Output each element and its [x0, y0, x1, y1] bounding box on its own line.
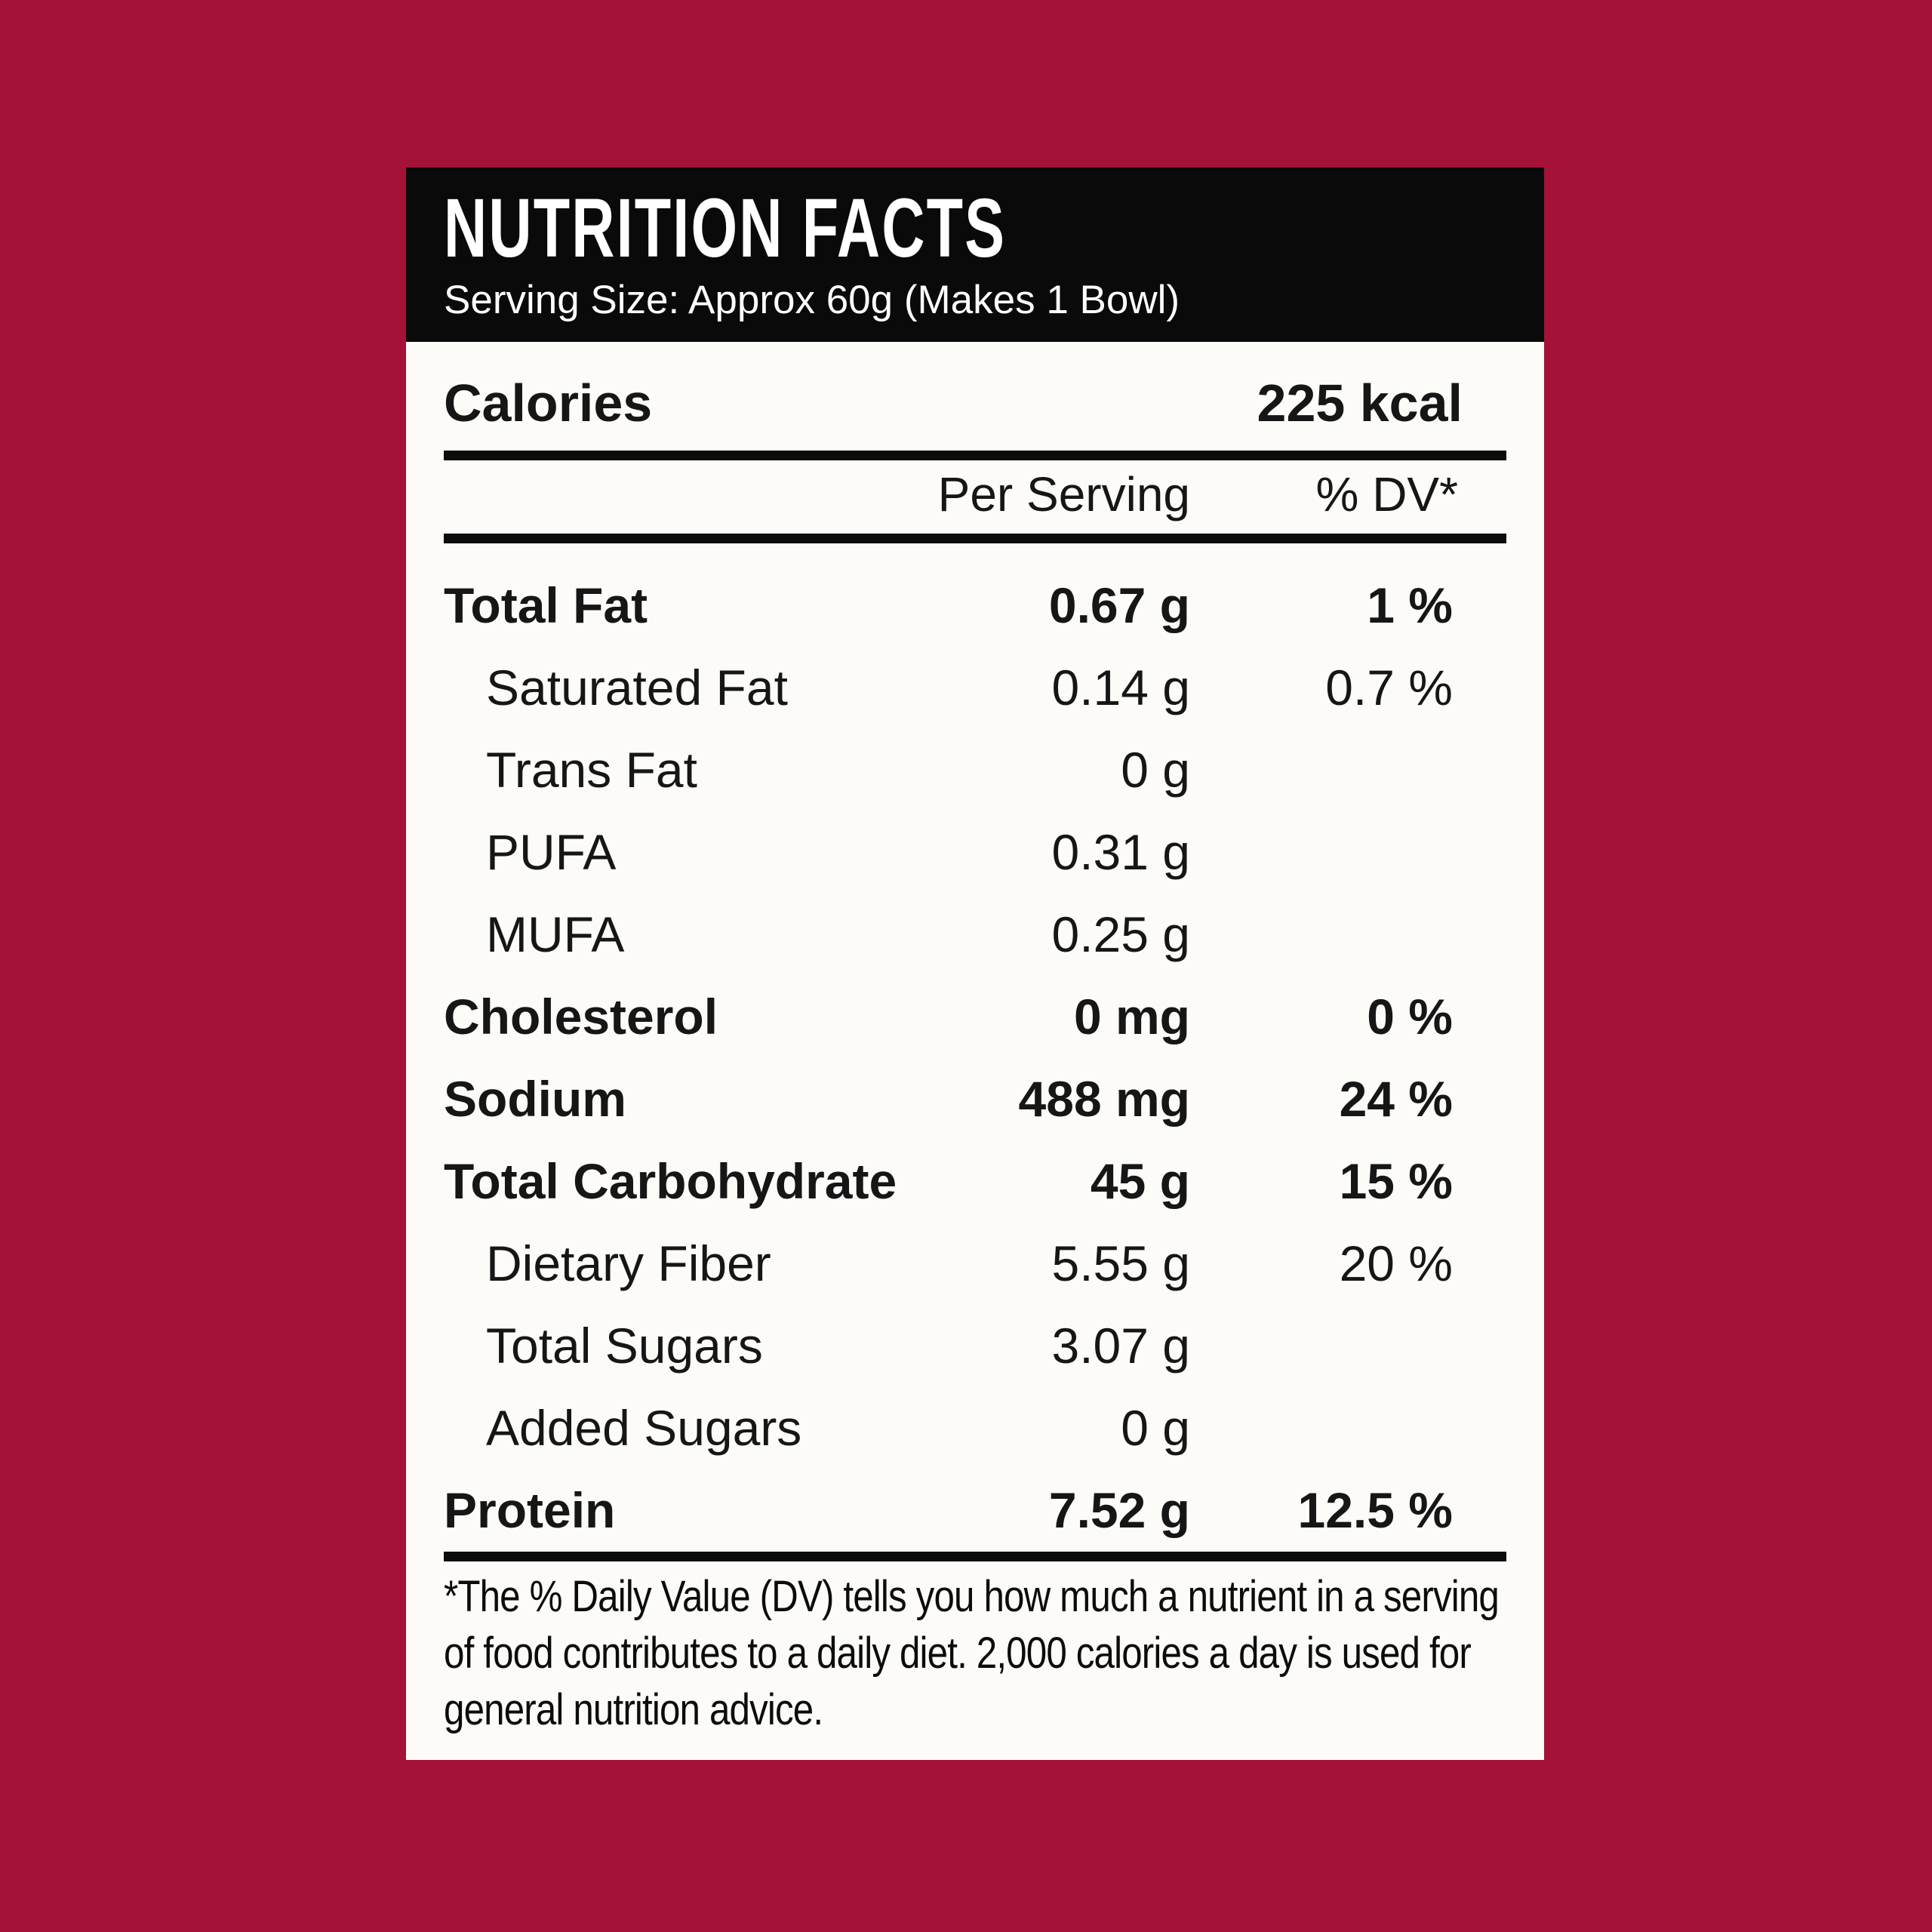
divider-above-columns: [444, 451, 1506, 460]
divider-below-columns: [444, 534, 1506, 543]
nutrient-row: Total Fat 0.67 g 1 %: [444, 565, 1506, 647]
nutrient-name: Total Fat: [444, 577, 648, 633]
nutrient-row: Cholesterol 0 mg 0 %: [444, 976, 1506, 1058]
nutrient-dv: 15 %: [1339, 1153, 1453, 1209]
nutrient-dv: 0.7 %: [1325, 660, 1453, 715]
nutrient-row: Added Sugars 0 g: [444, 1387, 1506, 1469]
nutrient-name: Dietary Fiber: [486, 1235, 771, 1291]
nutrient-name: MUFA: [486, 906, 625, 962]
nutrient-amount: 488 mg: [1018, 1071, 1190, 1127]
nutrient-amount: 0.14 g: [1051, 660, 1191, 715]
nutrient-amount: 0 g: [1121, 742, 1190, 798]
nutrient-name: Total Carbohydrate: [444, 1153, 897, 1209]
nutrient-dv: 12.5 %: [1297, 1482, 1453, 1538]
nutrient-amount: 0 mg: [1073, 989, 1190, 1044]
nutrient-dv: 20 %: [1339, 1235, 1453, 1291]
nutrient-name: Sodium: [444, 1071, 626, 1127]
nutrient-name: Total Sugars: [486, 1318, 763, 1374]
nutrient-row: Dietary Fiber 5.55 g 20 %: [444, 1223, 1506, 1305]
nutrient-name: PUFA: [486, 824, 617, 880]
column-header-dv: % DV*: [1315, 467, 1459, 521]
nutrient-amount: 45 g: [1090, 1153, 1190, 1209]
nutrient-row: PUFA 0.31 g: [444, 811, 1506, 894]
label-body: Calories 225 kcal Per Serving % DV* Tota…: [406, 371, 1544, 1738]
nutrient-amount: 7.52 g: [1048, 1482, 1190, 1538]
nutrient-name: Cholesterol: [444, 989, 718, 1044]
serving-size-text: Serving Size: Approx 60g (Makes 1 Bowl): [444, 278, 1180, 322]
nutrient-row: Total Carbohydrate 45 g 15 %: [444, 1140, 1506, 1223]
calories-row: Calories 225 kcal: [444, 371, 1506, 435]
footnote-container: *The % Daily Value (DV) tells you how mu…: [444, 1568, 1506, 1738]
nutrient-row: Trans Fat 0 g: [444, 729, 1506, 811]
divider-above-footnote: [444, 1552, 1506, 1561]
nutrient-dv: 0 %: [1367, 989, 1453, 1044]
nutrient-dv: 24 %: [1339, 1071, 1453, 1127]
nutrient-row: Total Sugars 3.07 g: [444, 1305, 1506, 1387]
label-header: NUTRITION FACTS Serving Size: Approx 60g…: [406, 168, 1544, 342]
nutrient-table: Total Fat 0.67 g 1 % Saturated Fat 0.14 …: [444, 543, 1506, 1552]
daily-value-footnote: *The % Daily Value (DV) tells you how mu…: [444, 1572, 1500, 1734]
nutrient-amount: 0.31 g: [1051, 824, 1191, 880]
nutrient-amount: 3.07 g: [1051, 1318, 1191, 1374]
column-header-per-serving: Per Serving: [937, 467, 1190, 521]
nutrient-name: Protein: [444, 1482, 616, 1538]
calories-value: 225 kcal: [1257, 374, 1463, 432]
nutrient-name: Saturated Fat: [486, 660, 788, 715]
nutrition-label-panel: NUTRITION FACTS Serving Size: Approx 60g…: [406, 168, 1544, 1760]
nutrient-amount: 0 g: [1121, 1400, 1190, 1456]
nutrient-row: MUFA 0.25 g: [444, 894, 1506, 976]
label-title: NUTRITION FACTS: [444, 182, 1007, 275]
column-header-row: Per Serving % DV*: [444, 467, 1506, 521]
nutrient-amount: 5.55 g: [1051, 1235, 1191, 1291]
nutrient-row: Sodium 488 mg 24 %: [444, 1058, 1506, 1140]
calories-label: Calories: [444, 374, 653, 432]
nutrient-name: Added Sugars: [486, 1400, 802, 1456]
nutrient-row: Saturated Fat 0.14 g 0.7 %: [444, 647, 1506, 729]
nutrient-name: Trans Fat: [486, 742, 697, 798]
nutrient-row: Protein 7.52 g 12.5 %: [444, 1469, 1506, 1552]
nutrient-amount: 0.25 g: [1051, 906, 1191, 962]
nutrient-amount: 0.67 g: [1048, 577, 1190, 633]
nutrient-dv: 1 %: [1367, 577, 1453, 633]
